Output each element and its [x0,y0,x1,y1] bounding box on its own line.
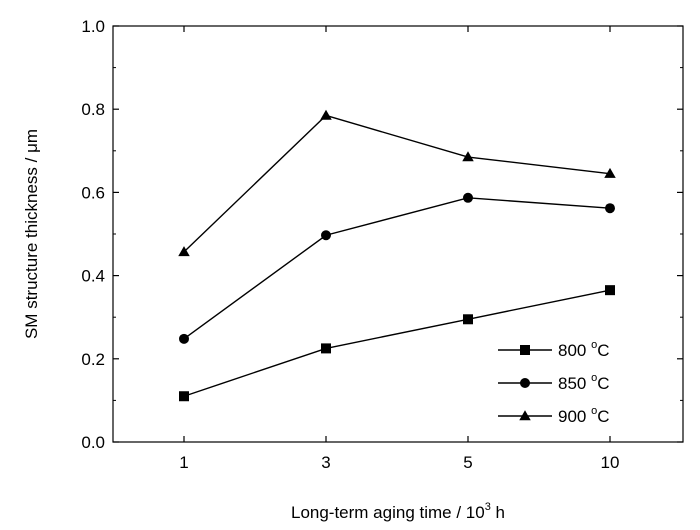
data-point [520,345,530,355]
data-point [320,109,332,120]
legend-item-900: 900 oC [498,405,610,426]
legend-label-value: 850 [558,374,591,393]
data-point [605,203,615,214]
data-point [605,285,615,296]
y-tick-label: 0.4 [81,267,105,286]
legend-label-unit: C [597,341,609,360]
x-axis-label: Long-term aging time / 103 h [291,501,505,522]
x-tick-label: 1 [179,453,188,472]
series-line [183,289,611,397]
legend-label: 900 oC [558,405,610,426]
y-tick-label: 0.8 [81,100,105,119]
legend-label-value: 900 [558,407,591,426]
data-point [519,410,531,421]
series-900 [178,109,616,257]
series-line [183,114,611,253]
data-point [321,230,331,241]
legend-label-unit: C [597,374,609,393]
series-800 [179,285,615,402]
data-point [462,151,474,162]
x-tick-label: 5 [463,453,472,472]
x-tick-label: 10 [601,453,620,472]
data-point [179,391,189,402]
y-tick-label: 0.0 [81,433,105,452]
data-point [463,192,473,203]
data-point [178,246,190,257]
x-axis-label-suffix: h [491,503,505,522]
series-line [183,197,611,340]
y-axis-label: SM structure thickness / μm [22,129,41,339]
data-point [179,333,189,344]
legend-label-degree: o [591,405,597,417]
legend-label-degree: o [591,339,597,351]
legend-label: 800 oC [558,339,610,360]
y-tick-label: 0.6 [81,183,105,202]
y-tick-label: 0.2 [81,350,105,369]
legend-item-850: 850 oC [498,372,610,393]
legend-label: 850 oC [558,372,610,393]
x-tick-label: 3 [321,453,330,472]
legend-label-unit: C [597,407,609,426]
legend-label-degree: o [591,372,597,384]
legend-item-800: 800 oC [498,339,610,360]
data-point [321,343,331,354]
x-axis-label-superscript: 3 [485,501,491,513]
series-layer [178,109,616,402]
x-axis-label-prefix: Long-term aging time / 10 [291,503,485,522]
y-axis: 0.0 0.2 0.4 0.6 0.8 1.0 [81,17,683,452]
series-850 [179,192,615,344]
x-axis: 1 3 5 10 [179,26,619,472]
y-tick-label: 1.0 [81,17,105,36]
legend-label-value: 800 [558,341,591,360]
data-point [604,167,616,178]
data-point [520,378,530,388]
data-point [463,314,473,325]
